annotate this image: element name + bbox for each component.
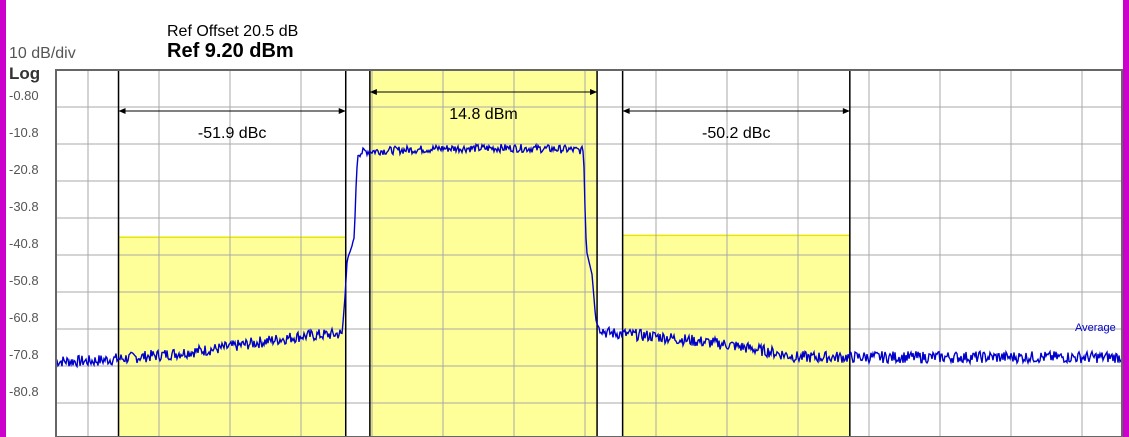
bracket-arrow-right-0 — [338, 108, 346, 114]
y-tick-label: -80.8 — [9, 384, 39, 399]
y-tick-label: -70.8 — [9, 347, 39, 362]
left-frame-strip — [0, 0, 6, 437]
trace-layer: Average — [55, 142, 1123, 369]
y-tick-label: -50.8 — [9, 273, 39, 288]
band-value-label-2: -50.2 dBc — [702, 125, 770, 142]
measurement-brackets: -51.9 dBc 14.8 dBm -50.2 dBc — [117, 70, 851, 437]
plot-frame — [55, 69, 1123, 437]
bracket-arrow-right-2 — [842, 108, 850, 114]
trace-label: Average — [1075, 322, 1116, 334]
plot-border — [55, 69, 1123, 437]
band-fill-1 — [369, 70, 598, 437]
trace-line — [55, 142, 1123, 369]
right-frame-strip — [1123, 0, 1129, 437]
scale-label: 10 dB/div — [9, 45, 76, 62]
scale-type-label: Log — [9, 64, 40, 83]
ref-offset-label: Ref Offset 20.5 dB — [167, 23, 298, 40]
y-tick-labels: -0.80 -10.8 -20.8 -30.8 -40.8 -50.8 -60.8 -70.8… — [9, 88, 39, 399]
y-tick-label: -40.8 — [9, 236, 39, 251]
band-value-label-1: 14.8 dBm — [449, 106, 517, 123]
y-tick-label: -10.8 — [9, 125, 39, 140]
y-tick-label: -20.8 — [9, 162, 39, 177]
y-tick-label: -30.8 — [9, 199, 39, 214]
bracket-arrow-left-0 — [118, 108, 126, 114]
graticule — [56, 69, 1122, 437]
band-fill-0 — [118, 237, 346, 437]
ref-level-label: Ref 9.20 dBm — [167, 40, 294, 62]
bracket-arrow-left-2 — [622, 108, 630, 114]
bracket-arrow-right-1 — [590, 89, 598, 95]
band-value-label-0: -51.9 dBc — [198, 125, 266, 142]
y-tick-label: -0.80 — [9, 88, 39, 103]
y-tick-label: -60.8 — [9, 310, 39, 325]
bracket-arrow-left-1 — [369, 89, 377, 95]
